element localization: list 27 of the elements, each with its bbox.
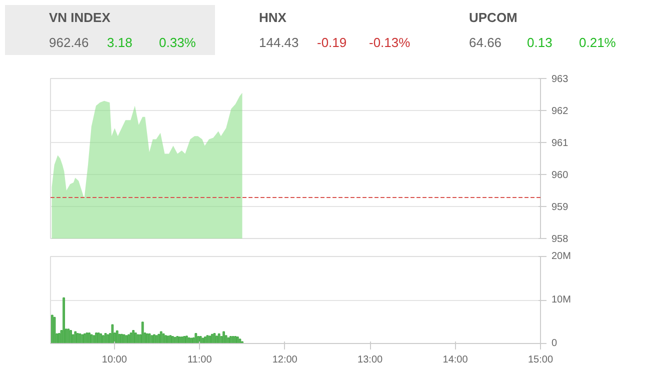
- text: 0.13: [527, 34, 554, 52]
- y-tick-label: 20M: [552, 251, 571, 262]
- y-tick-label: 0: [552, 338, 558, 349]
- y-tick-label: 958: [552, 234, 569, 245]
- x-tick-label: 12:00: [272, 354, 298, 366]
- x-tick-label: 10:00: [102, 354, 128, 366]
- text: -0.19: [317, 34, 348, 52]
- text: 0.33%: [159, 34, 197, 52]
- text: 962.46: [49, 34, 90, 52]
- y-tick-label: 10M: [552, 294, 571, 306]
- text: HNX: [259, 9, 288, 27]
- x-tick-label: 13:00: [358, 354, 384, 366]
- y-tick-label: 960: [552, 170, 569, 181]
- text: 3.18: [107, 34, 134, 52]
- text: -0.13%: [369, 34, 412, 52]
- text: VN INDEX: [49, 9, 112, 27]
- text: UPCOM: [469, 9, 518, 27]
- text: 64.66: [469, 34, 503, 52]
- x-tick-label: 15:00: [528, 354, 554, 366]
- y-tick-label: 959: [552, 202, 569, 213]
- y-tick-label: 962: [552, 106, 569, 117]
- text: 144.43: [259, 34, 300, 52]
- text: 0.21%: [579, 34, 617, 52]
- y-tick-label: 961: [552, 138, 569, 149]
- x-tick-label: 14:00: [442, 354, 468, 366]
- x-tick-label: 11:00: [187, 354, 212, 366]
- y-tick-label: 963: [552, 74, 569, 85]
